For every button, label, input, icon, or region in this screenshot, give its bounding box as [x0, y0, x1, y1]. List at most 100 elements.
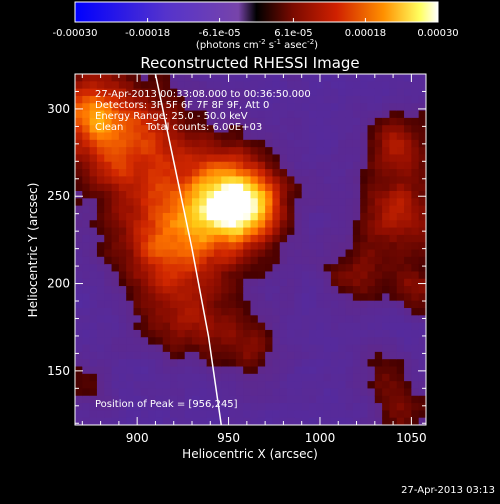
heatmap-cell	[396, 249, 405, 258]
heatmap-cell	[301, 329, 310, 338]
heatmap-cell	[360, 359, 369, 368]
heatmap-cell	[374, 227, 383, 236]
heatmap-cell	[352, 132, 361, 141]
heatmap-cell	[148, 388, 157, 397]
heatmap-cell	[345, 322, 354, 331]
heatmap-cell	[148, 322, 157, 331]
heatmap-cell	[126, 212, 135, 221]
heatmap-cell	[360, 198, 369, 207]
heatmap-cell	[213, 117, 222, 126]
heatmap-cell	[213, 403, 222, 411]
heatmap-cell	[206, 271, 215, 280]
heatmap-cell	[111, 359, 120, 368]
heatmap-cell	[294, 388, 303, 397]
heatmap-cell	[192, 388, 200, 397]
heatmap-cell	[75, 359, 83, 368]
heatmap-cell	[82, 117, 91, 126]
heatmap-cell	[411, 264, 420, 273]
heatmap-cell	[133, 395, 142, 404]
heatmap-cell	[330, 373, 339, 382]
heatmap-cell	[330, 344, 339, 353]
heatmap-cell	[287, 300, 295, 309]
heatmap-cell	[294, 366, 303, 375]
heatmap-cell	[265, 125, 274, 134]
heatmap-cell	[213, 103, 222, 112]
heatmap-cell	[213, 183, 222, 192]
heatmap-cell	[404, 212, 412, 221]
heatmap-cell	[279, 132, 288, 141]
heatmap-cell	[330, 381, 339, 390]
heatmap-cell	[155, 395, 164, 404]
heatmap-cell	[345, 308, 354, 316]
heatmap-cell	[389, 329, 398, 338]
heatmap-cell	[294, 88, 303, 97]
heatmap-cell	[309, 381, 317, 390]
heatmap-cell	[411, 220, 420, 229]
plot-frame	[74, 73, 427, 426]
heatmap-cell	[111, 125, 120, 134]
heatmap-cell	[257, 308, 266, 316]
heatmap-cell	[162, 351, 171, 360]
heatmap-cell	[126, 191, 135, 199]
heatmap-cell	[404, 264, 412, 273]
heatmap-cell	[75, 147, 83, 156]
heatmap-cell	[352, 249, 361, 258]
heatmap-cell	[118, 300, 127, 309]
heatmap-cell	[360, 132, 369, 141]
heatmap-cell	[192, 271, 200, 280]
heatmap-cell	[404, 147, 412, 156]
heatmap-cell	[404, 198, 412, 207]
heatmap-cell	[272, 278, 281, 287]
heatmap-cell	[279, 373, 288, 382]
heatmap-cell	[301, 322, 310, 331]
heatmap-cell	[192, 176, 200, 185]
heatmap-cell	[389, 191, 398, 199]
heatmap-cell	[272, 88, 281, 97]
heatmap-cell	[330, 220, 339, 229]
heatmap-cell	[184, 403, 193, 411]
heatmap-cell	[250, 234, 259, 243]
heatmap-cell	[418, 132, 426, 141]
heatmap-cell	[404, 359, 412, 368]
heatmap-cell	[206, 212, 215, 221]
heatmap-cell	[148, 198, 157, 207]
heatmap-cell	[396, 308, 405, 316]
heatmap-cell	[104, 308, 113, 316]
heatmap-cell	[367, 132, 376, 141]
heatmap-cell	[338, 373, 347, 382]
heatmap-cell	[235, 205, 244, 214]
heatmap-cell	[75, 212, 83, 221]
heatmap-cell	[367, 161, 376, 170]
heatmap-cell	[382, 293, 391, 302]
heatmap-cell	[89, 403, 98, 411]
heatmap-cell	[213, 315, 222, 324]
heatmap-cell	[309, 110, 317, 119]
heatmap-cell	[287, 329, 295, 338]
heatmap-cell	[126, 125, 135, 134]
heatmap-cell	[221, 286, 230, 294]
heatmap-cell	[104, 191, 113, 199]
heatmap-cell	[287, 191, 295, 199]
heatmap-cell	[367, 351, 376, 360]
heatmap-cell	[170, 264, 178, 273]
heatmap-cell	[133, 388, 142, 397]
heatmap-cell	[404, 278, 412, 287]
heatmap-cell	[257, 132, 266, 141]
heatmap-cell	[89, 329, 98, 338]
heatmap-cell	[389, 95, 398, 104]
heatmap-cell	[301, 249, 310, 258]
heatmap-cell	[104, 366, 113, 375]
heatmap-cell	[104, 344, 113, 353]
heatmap-cell	[418, 264, 426, 273]
heatmap-cell	[345, 103, 354, 112]
heatmap-cell	[235, 234, 244, 243]
heatmap-cell	[396, 359, 405, 368]
heatmap-cell	[140, 308, 149, 316]
heatmap-cell	[279, 286, 288, 294]
colorbar-units: (photons cm-2 s-1 asec-2)	[196, 38, 318, 51]
heatmap-cell	[360, 337, 369, 346]
heatmap-cell	[104, 278, 113, 287]
heatmap-cell	[192, 125, 200, 134]
heatmap-cell	[374, 344, 383, 353]
heatmap-cell	[199, 95, 208, 104]
